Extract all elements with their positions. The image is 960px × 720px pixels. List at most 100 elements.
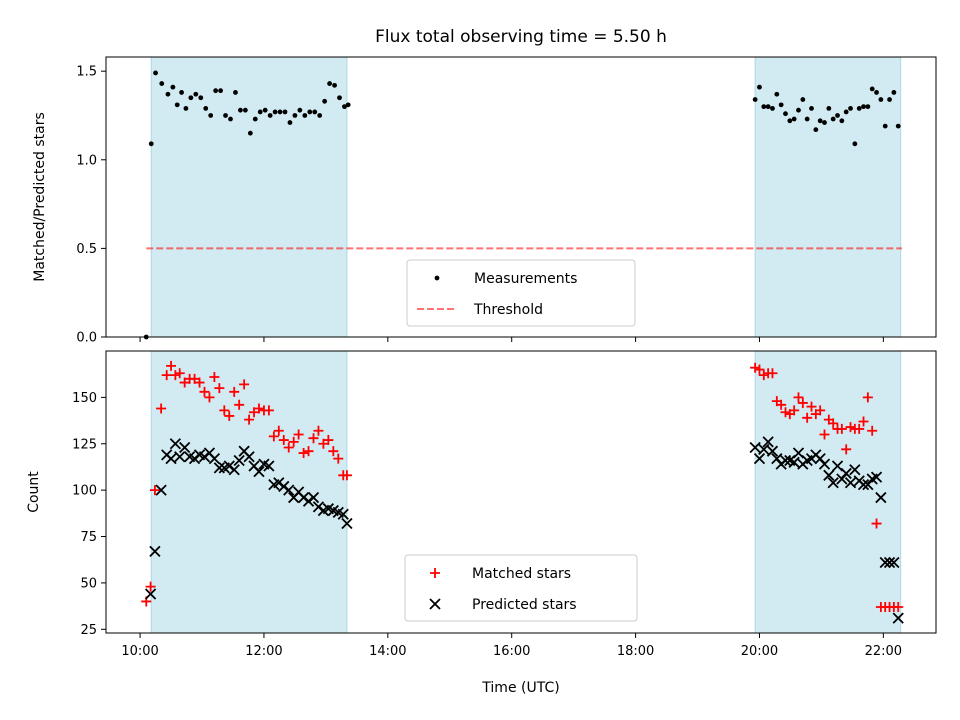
observing-window-0 [150, 56, 348, 338]
data-point [817, 118, 823, 124]
data-point [213, 88, 219, 94]
predicted-point [144, 588, 157, 600]
x-axis-label: Time (UTC) [481, 680, 559, 696]
predicted-point [870, 471, 883, 483]
data-point [752, 97, 758, 102]
matched-point [244, 414, 255, 425]
data-point [317, 113, 323, 118]
data-point [183, 105, 189, 111]
matched-point [293, 429, 304, 440]
y-tick-label: 75 [80, 530, 97, 545]
y-tick-label: 100 [72, 484, 97, 499]
top-y-axis-label: Matched/Predicted stars [32, 112, 48, 282]
matched-point [780, 407, 791, 418]
data-point [153, 70, 158, 76]
legend-box [404, 554, 638, 622]
matched-point [828, 418, 839, 429]
x-tick-label: 18:00 [617, 644, 654, 659]
x-tick-label: 10:00 [121, 644, 158, 659]
matched-point [194, 377, 205, 388]
data-point [159, 81, 165, 86]
data-point [787, 118, 793, 124]
bottom-y-axis-label: Count [26, 471, 42, 513]
legend-label: Measurements [474, 271, 577, 287]
data-point [312, 109, 318, 115]
y-tick-label: 1.0 [76, 153, 97, 168]
matched-point [815, 405, 826, 416]
matched-point [758, 370, 769, 381]
predicted-point [253, 465, 265, 478]
predicted-point [208, 452, 221, 465]
data-point [332, 82, 337, 88]
matched-point [156, 403, 167, 414]
plot-frame [105, 56, 937, 338]
matched-point [819, 429, 830, 440]
data-point [778, 102, 784, 108]
matched-point [204, 392, 215, 403]
matched-point [239, 379, 250, 390]
data-point [861, 104, 866, 110]
data-point [193, 91, 199, 97]
predicted-point [818, 458, 831, 470]
matched-point [858, 416, 869, 427]
data-point [302, 113, 308, 118]
data-point [757, 84, 762, 90]
data-point [223, 113, 228, 118]
matched-point [776, 399, 787, 410]
predicted-point [788, 456, 800, 468]
legend-marker [430, 568, 440, 578]
predicted-point [840, 467, 852, 480]
data-point [813, 127, 819, 133]
data-point [272, 109, 278, 115]
data-point [322, 98, 328, 104]
matched-point [273, 425, 284, 436]
ratio-panel: 0.0 0.5 1.0 1.5 Measurements Threshold [76, 56, 937, 346]
data-point [791, 116, 797, 122]
data-point [822, 120, 827, 125]
data-point [218, 88, 223, 94]
matched-point [288, 436, 299, 447]
x-tick-label: 14:00 [369, 644, 406, 659]
data-point [208, 113, 214, 118]
count-panel: 25 50 75 100 125 150 10:00 12:00 14:00 16:00 18:00… [72, 350, 937, 659]
data-point [804, 116, 810, 122]
matched-point [166, 360, 177, 371]
predicted-point [228, 464, 240, 476]
x-tick-label: 16:00 [493, 644, 530, 659]
predicted-point [766, 445, 779, 457]
data-point [257, 109, 263, 115]
x-tick-label: 20:00 [741, 644, 778, 659]
data-point [809, 105, 814, 111]
matched-point [862, 392, 873, 403]
data-point [174, 102, 180, 108]
matched-point [229, 386, 240, 397]
matched-point [161, 370, 172, 381]
legend-box [406, 259, 636, 327]
predicted-point [174, 451, 186, 463]
data-point [277, 109, 283, 115]
data-point [188, 95, 194, 101]
matched-point [328, 446, 339, 457]
predicted-point [165, 452, 177, 465]
matched-point [750, 362, 761, 373]
predicted-point [213, 462, 225, 474]
matched-point [797, 397, 808, 408]
matched-point [170, 370, 181, 381]
matched-point [793, 392, 804, 403]
predicted-point [875, 491, 887, 504]
legend-marker [434, 275, 440, 281]
matched-point [789, 405, 800, 416]
data-point [843, 109, 849, 115]
data-point [839, 118, 845, 124]
data-point [796, 107, 801, 113]
matched-point [836, 423, 847, 434]
predicted-point [155, 484, 167, 496]
data-point [882, 123, 888, 129]
y-tick-label: 50 [80, 576, 97, 591]
matched-point [298, 448, 309, 459]
predicted-point [283, 484, 295, 496]
predicted-point [888, 556, 900, 569]
matched-point [854, 423, 865, 434]
matched-point [845, 422, 856, 433]
observing-window-1 [754, 350, 902, 634]
